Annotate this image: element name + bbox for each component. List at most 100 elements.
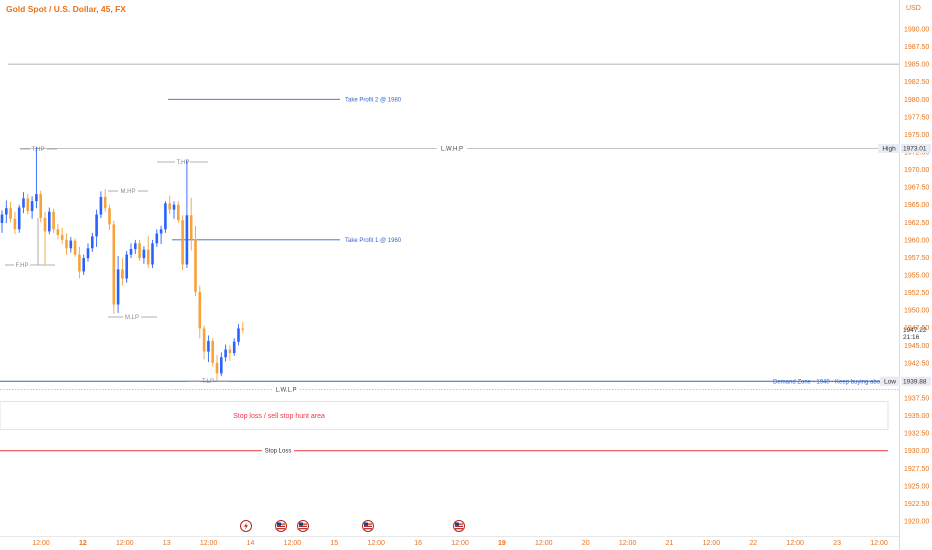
candle[interactable]: [202, 325, 206, 360]
candle[interactable]: [198, 285, 202, 339]
lightning-event-icon[interactable]: [240, 520, 252, 532]
candle[interactable]: [73, 238, 77, 257]
candle-body: [39, 194, 42, 219]
candle-body: [125, 254, 128, 279]
candle[interactable]: [91, 232, 94, 252]
candle[interactable]: [138, 239, 141, 261]
candle[interactable]: [48, 207, 51, 235]
candle[interactable]: [56, 223, 60, 240]
candle[interactable]: [142, 246, 146, 264]
candle[interactable]: [194, 225, 197, 297]
us-flag-event-icon[interactable]: [362, 520, 374, 532]
candle[interactable]: [30, 196, 34, 219]
price-tick-label: 1972.50: [904, 150, 929, 157]
candle[interactable]: [232, 338, 236, 356]
candle-body: [73, 240, 77, 255]
candle[interactable]: [17, 204, 21, 233]
candle[interactable]: [13, 211, 17, 235]
time-tick-label: 12: [79, 540, 87, 547]
candle[interactable]: [39, 190, 42, 223]
candle[interactable]: [5, 200, 8, 223]
candle[interactable]: [121, 258, 124, 286]
candle-body: [35, 194, 38, 202]
price-tick-label: 1937.50: [904, 396, 929, 403]
us-flag-event-icon[interactable]: [453, 520, 465, 532]
candle[interactable]: [181, 215, 184, 271]
candle[interactable]: [78, 246, 81, 279]
candle[interactable]: [43, 211, 47, 265]
high-value-bg: [901, 143, 931, 153]
candle[interactable]: [60, 227, 64, 245]
low-label: Low: [884, 379, 896, 386]
candle[interactable]: [241, 322, 245, 334]
candle[interactable]: [185, 160, 189, 268]
candle[interactable]: [151, 239, 154, 268]
candle[interactable]: [159, 225, 163, 245]
candle-body: [228, 349, 232, 354]
candle[interactable]: [129, 243, 133, 259]
lwhp-label-bg: [437, 144, 467, 153]
us-flag-event-icon[interactable]: [275, 520, 287, 532]
take-profit-1-label: Take Profit 1 @ 1960: [345, 238, 402, 244]
economic-events[interactable]: [240, 520, 465, 532]
us-flag-event-icon[interactable]: [297, 520, 309, 532]
candle[interactable]: [69, 237, 73, 253]
candle[interactable]: [237, 324, 240, 346]
candle[interactable]: [207, 335, 210, 363]
candle[interactable]: [52, 208, 55, 233]
candle[interactable]: [22, 192, 25, 214]
low-label-bg: [880, 376, 900, 386]
candle[interactable]: [65, 233, 68, 255]
candle[interactable]: [99, 191, 103, 219]
candle[interactable]: [82, 254, 85, 275]
price-tick-label: 1980.00: [904, 97, 929, 104]
candle-body: [211, 341, 214, 363]
high-value: 1973.01: [903, 146, 927, 153]
price-axis[interactable]: 1990.00 1987.50 1985.00 1982.50 1980.00 1977.…: [904, 27, 929, 526]
stop-loss-label: Stop Loss: [265, 449, 292, 455]
candle[interactable]: [26, 194, 30, 215]
candle-body: [65, 239, 68, 249]
candle[interactable]: [189, 197, 193, 251]
price-tick-label: 1922.50: [904, 501, 929, 508]
candle[interactable]: [164, 201, 167, 233]
candle[interactable]: [9, 201, 12, 223]
candle[interactable]: [112, 220, 116, 314]
candle[interactable]: [95, 209, 98, 247]
candlestick-series[interactable]: [0, 147, 245, 381]
time-axis[interactable]: 12:00 12 12:00 13 12:00 14 12:00 15 12:00 16 12:00…: [32, 540, 888, 547]
price-tick-label: 1990.00: [904, 27, 929, 34]
candle[interactable]: [224, 344, 227, 362]
candle[interactable]: [172, 201, 176, 219]
candle[interactable]: [108, 204, 111, 231]
candle-body: [13, 218, 17, 230]
time-tick-label: 12:00: [870, 540, 888, 547]
candle[interactable]: [0, 210, 4, 233]
mhp-label: M.HP: [121, 189, 136, 195]
currency-label: USD: [906, 5, 921, 12]
fhp-label: F.HP: [15, 263, 28, 269]
candle[interactable]: [146, 236, 150, 268]
candle[interactable]: [35, 147, 38, 209]
price-tick-label: 1952.50: [904, 290, 929, 297]
candle[interactable]: [215, 355, 219, 381]
candle[interactable]: [228, 345, 232, 361]
candle[interactable]: [134, 239, 137, 254]
candle[interactable]: [103, 189, 107, 212]
candle[interactable]: [125, 251, 128, 283]
candle-body: [142, 249, 146, 259]
candle[interactable]: [86, 243, 90, 262]
candle[interactable]: [155, 229, 159, 247]
candle[interactable]: [116, 256, 120, 313]
time-tick-label: 20: [582, 540, 590, 547]
candle[interactable]: [211, 338, 214, 367]
high-label-bg: [878, 143, 900, 153]
stop-hunt-zone[interactable]: [0, 401, 889, 431]
candle[interactable]: [168, 195, 171, 214]
candle-body: [177, 204, 180, 221]
candle[interactable]: [177, 201, 180, 223]
time-tick-label: 12:00: [116, 540, 134, 547]
candle-body: [78, 254, 81, 272]
candle[interactable]: [220, 352, 223, 377]
